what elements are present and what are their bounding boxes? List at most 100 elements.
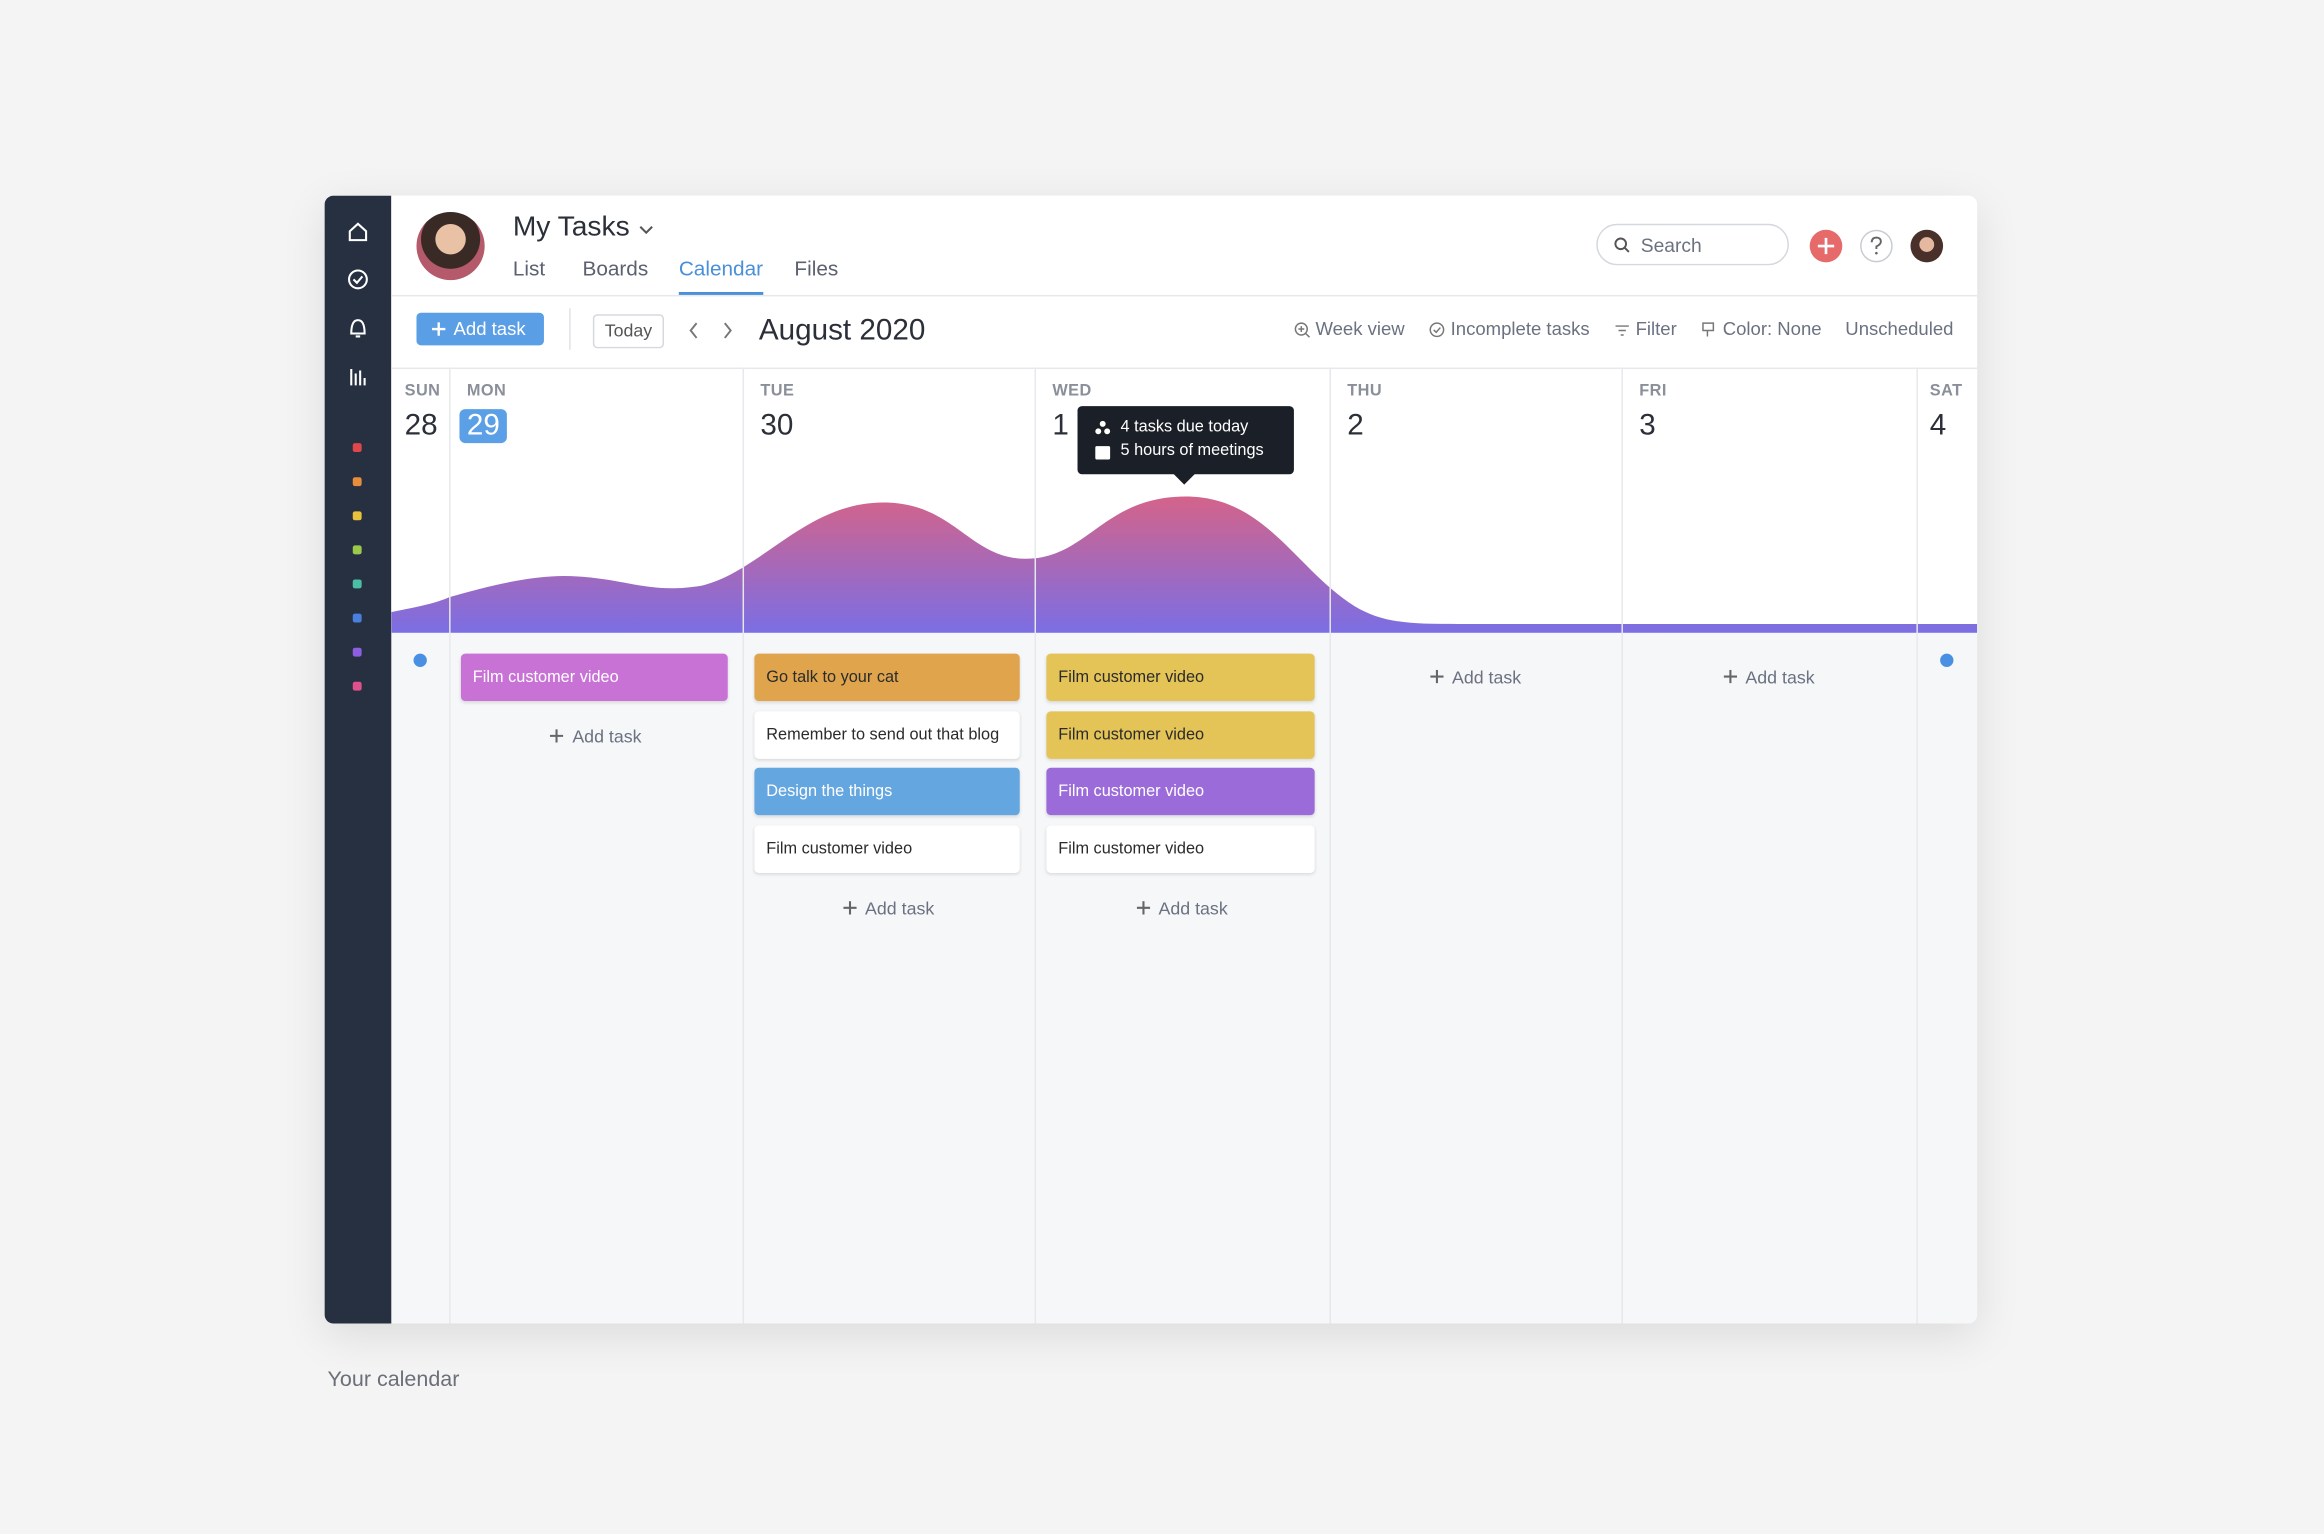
date-label[interactable]: 4 [1929,409,1947,442]
add-task-label: Add task [1451,666,1522,688]
project-dot[interactable] [352,579,362,589]
add-task-label: Add task [1158,897,1228,919]
day-dot [413,653,427,667]
add-task-label: Add task [1745,666,1815,688]
view-option[interactable]: Unscheduled [1845,319,1953,340]
today-button[interactable]: Today [592,314,665,349]
view-option[interactable]: Incomplete tasks [1428,319,1590,339]
plus-icon [432,322,446,336]
weekday-label: SUN [404,382,441,401]
add-task-link[interactable]: Add task [449,726,742,747]
task-card[interactable]: Film customer video [1046,768,1315,816]
project-dot[interactable] [352,511,362,521]
prev-button[interactable] [689,322,698,339]
column-divider [742,367,745,1324]
tasks-check [352,275,364,285]
tooltip-arrow [1172,472,1197,485]
bell-icon[interactable] [350,319,366,338]
task-card[interactable]: Film customer video [1046,825,1315,874]
add-task-link[interactable]: Add task [1035,898,1330,919]
add-task-label: Add task [572,725,642,747]
divider [569,308,571,350]
view-option[interactable]: Filter [1613,319,1677,339]
column-divider [1916,367,1918,1324]
task-card[interactable]: Remember to send out that blog [754,710,1020,759]
project-dot[interactable] [352,545,362,555]
search-icon [1614,236,1630,252]
option-icon [1613,321,1629,337]
add-task-button[interactable]: Add task [416,312,544,346]
plus-icon [842,898,857,919]
add-task-link[interactable]: Add task [1621,667,1916,688]
next-button[interactable] [724,322,732,339]
tab[interactable]: Calendar [678,256,764,281]
app-window: My Tasks List Boards Calendar Files Search … [324,195,1978,1324]
weekday-label: MON [466,382,507,401]
day-dot [1940,653,1954,667]
plus-icon [1136,898,1150,919]
task-card[interactable]: Film customer video [754,825,1020,874]
task-card[interactable]: Film customer video [1046,710,1315,759]
date-label[interactable]: 1 [1052,409,1069,442]
task-card[interactable]: Go talk to your cat [754,653,1020,702]
plus-icon [1723,667,1737,688]
plus-icon [550,726,564,747]
task-card[interactable]: Design the things [754,768,1020,816]
add-task-label: Add task [453,318,526,340]
task-card[interactable]: Film customer video [460,653,728,702]
date-label[interactable]: 28 [404,409,438,442]
tooltip-line: 5 hours of meetings [1120,441,1264,460]
tab[interactable]: List [512,256,546,281]
tasks-icon[interactable] [348,269,368,290]
workload-wave [391,496,1978,633]
weekday-label: WED [1052,382,1092,401]
task-card[interactable]: Film customer video [1046,653,1315,702]
tab-underline [678,291,764,295]
top-bar: My Tasks List Boards Calendar Files Search … [391,195,1978,368]
nav-arrows [689,322,732,339]
project-dot[interactable] [352,681,362,691]
project-dot[interactable] [352,647,362,657]
tooltip-icons [1095,420,1111,460]
weekday-label: FRI [1639,382,1667,401]
avatar[interactable] [416,211,485,281]
date-label[interactable]: 29 [459,409,508,444]
add-task-link[interactable]: Add task [743,898,1035,919]
search-box[interactable]: Search [1596,223,1789,266]
caption: Your calendar [327,1368,460,1392]
project-dot[interactable] [352,443,362,453]
date-label[interactable]: 3 [1639,409,1656,442]
weekday-label: TUE [760,382,795,401]
option-icon [1293,321,1310,337]
add-task-link[interactable]: Add task [1329,667,1621,688]
project-dots [352,443,362,691]
header-actions [1809,229,1944,263]
view-option[interactable]: Week view [1293,319,1405,339]
date-label[interactable]: 2 [1347,409,1364,442]
home-icon[interactable] [348,222,368,242]
date-label[interactable]: 30 [760,409,794,442]
column-divider [449,367,451,1324]
weekday-label: SAT [1929,382,1963,401]
search-placeholder: Search [1640,233,1702,256]
option-label: Color: None [1722,318,1822,340]
tooltip-line: 4 tasks due today [1120,417,1249,436]
divider [391,294,1978,297]
project-dot[interactable] [352,477,362,487]
tab[interactable]: Boards [582,256,649,281]
view-options: Week view Incomplete tasks Filter Color: No… [1293,318,1953,340]
weekday-label: THU [1347,382,1383,401]
tab[interactable]: Files [794,256,839,281]
sidebar [324,195,392,1324]
view-option[interactable]: Color: None [1701,318,1822,340]
month-label: August 2020 [758,314,926,347]
tooltip: 4 tasks due today 5 hours of meetings [1077,406,1294,485]
project-dot[interactable] [352,613,362,623]
column-divider [1034,367,1037,1324]
title-chevron[interactable] [637,222,655,237]
add-task-label: Add task [865,897,935,919]
reports-icon[interactable] [350,369,366,386]
page-title[interactable]: My Tasks [512,211,630,244]
